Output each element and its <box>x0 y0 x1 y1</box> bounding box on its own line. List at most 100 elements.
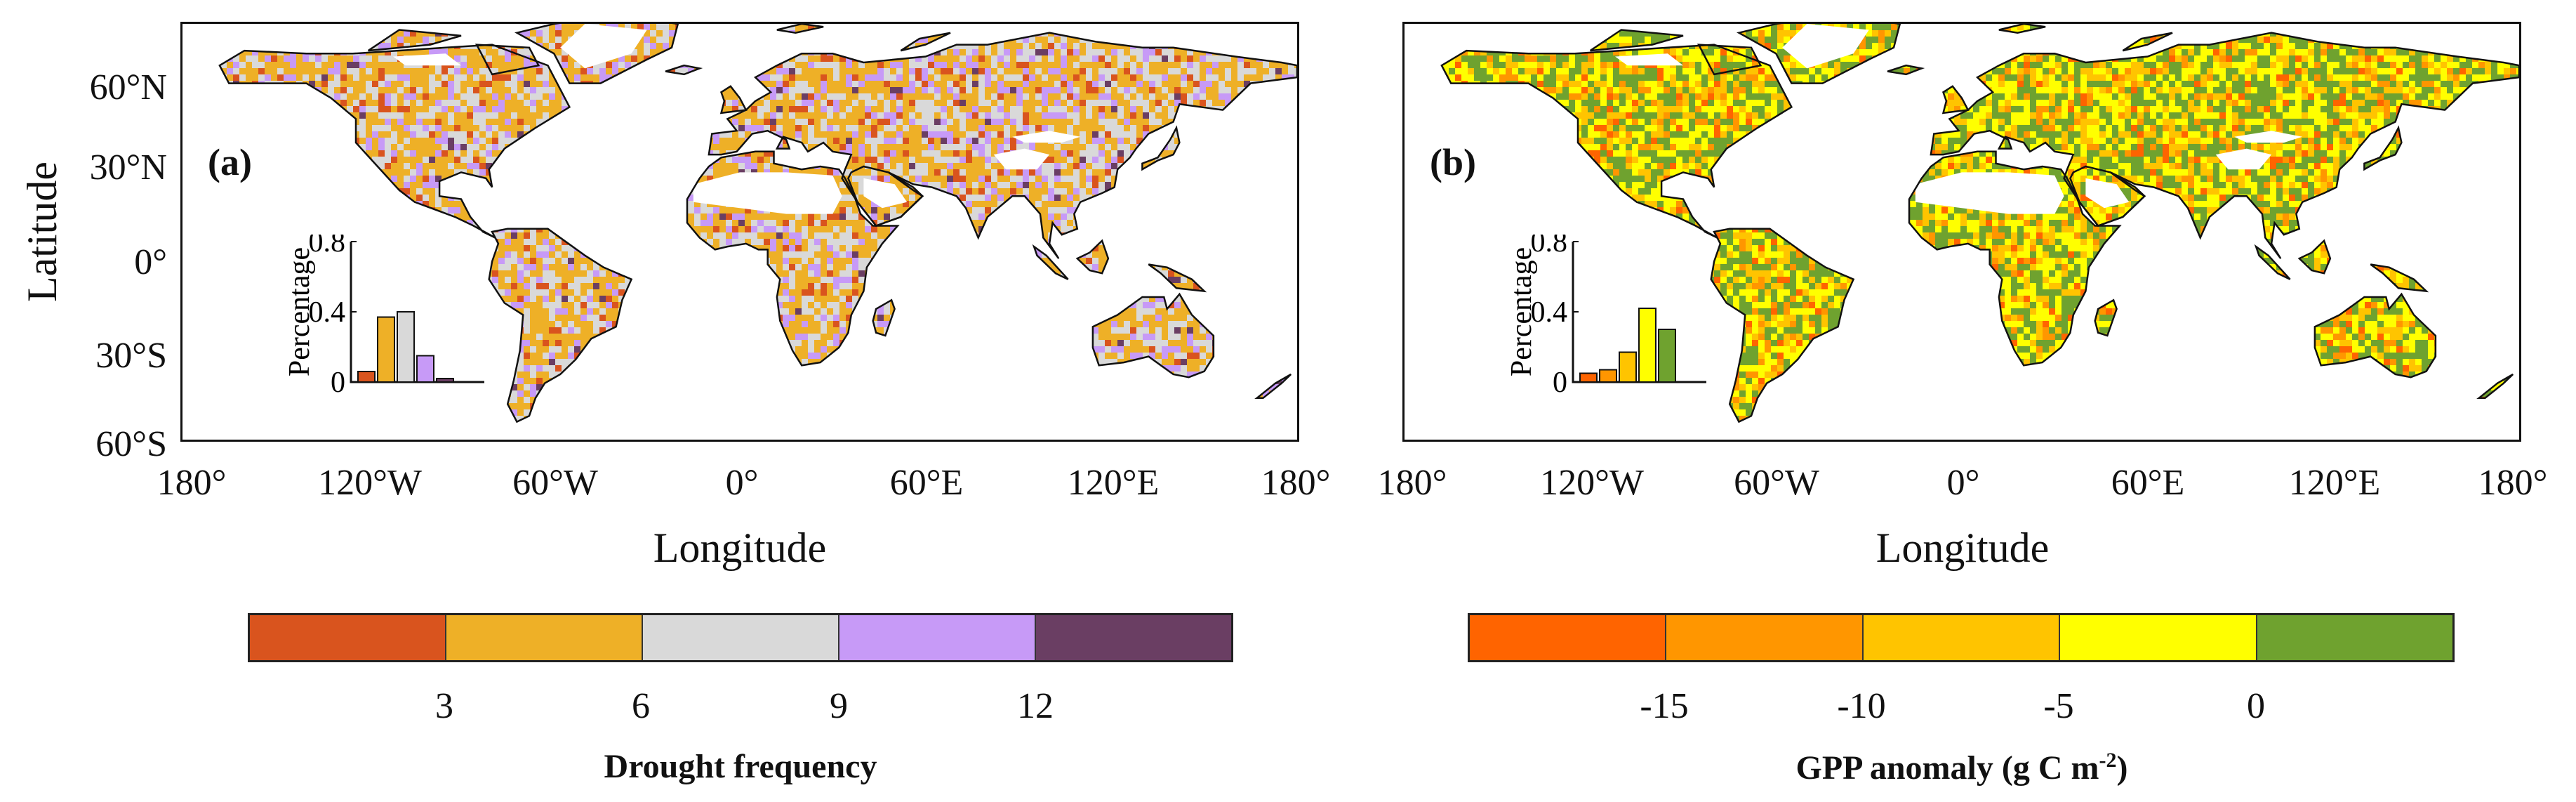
x-axis-title-a: Longitude <box>653 527 827 569</box>
coastline-europe-asia <box>1930 32 2519 259</box>
colorbar-a-seg-1 <box>446 615 643 660</box>
x-tick-b-4: 60°E <box>2111 465 2185 501</box>
y-tick-0: 0° <box>13 244 167 281</box>
coastline-arctic-islands <box>1590 29 1684 52</box>
x-tick-b-5: 120°E <box>2289 465 2381 501</box>
coastline-australia <box>2313 292 2437 379</box>
b-inset-tick-label-0: 0 <box>1553 367 1567 399</box>
x-axis-title-b: Longitude <box>1876 527 2050 569</box>
y-axis-title: Latitude <box>19 133 65 330</box>
colorbar-a-seg-0 <box>250 615 446 660</box>
coastline-svalbard <box>1998 24 2046 34</box>
panel-label-b: (b) <box>1430 143 1476 181</box>
no-data-region-tibet <box>2215 148 2272 170</box>
coastline-south-america <box>1710 228 1855 423</box>
coastline-greenland <box>1737 24 1901 84</box>
coastline-svalbard <box>776 24 824 34</box>
coastline-new-zealand <box>2476 373 2514 400</box>
a-inset-tick-label-0: 0 <box>331 367 345 399</box>
x-tick-b-3: 0° <box>1947 465 1980 501</box>
colorbar-b-title: GPP anomaly (g C m-2) <box>1796 750 2128 785</box>
no-data-region-gobi <box>2234 131 2303 143</box>
coastline-borneo <box>2297 239 2332 275</box>
coastline-uk <box>1941 85 1970 114</box>
colorbar-a-seg-3 <box>839 615 1036 660</box>
colorbar-a-title: Drought frequency <box>604 750 877 784</box>
a-inset-y-title: Percentage <box>288 247 316 376</box>
coastline-north-america <box>218 44 571 239</box>
coastline-madagascar <box>872 298 896 337</box>
a-inset-tick-label-1: 0.4 <box>309 296 346 329</box>
no-data-region-sahara <box>693 172 842 214</box>
b-inset-bar-0 <box>1579 372 1598 383</box>
coastline-iceland <box>1887 64 1925 76</box>
colorbar-a <box>248 613 1233 662</box>
colorbar-b-title-main: GPP anomaly (g C m <box>1796 749 2099 787</box>
coastline-new-guinea <box>1148 263 1207 293</box>
colorbar-b-seg-0 <box>1470 615 1667 660</box>
colorbar-a-seg-4 <box>1036 615 1231 660</box>
coastline-africa <box>686 150 900 367</box>
y-tick-60s: 60°S <box>13 426 167 463</box>
a-inset-bar-1 <box>377 316 395 383</box>
coastline-new-zealand <box>1254 373 1292 400</box>
x-tick-a-2: 60°W <box>512 465 598 501</box>
x-tick-b-1: 120°W <box>1540 465 1644 501</box>
coastline-arabia <box>2069 165 2146 227</box>
coastline-japan <box>1141 125 1181 171</box>
coastline-japan <box>2363 125 2403 171</box>
coastline-baffin <box>1697 44 1762 76</box>
no-data-region-sahara <box>1915 172 2064 214</box>
world-map-b <box>1440 24 2519 423</box>
b-inset-y-title: Percentage <box>1510 247 1538 376</box>
a-inset-bar-0 <box>357 371 376 383</box>
y-tick-60n: 60°N <box>13 70 167 106</box>
coastline-new-guinea <box>2370 263 2429 293</box>
coastline-south-america <box>488 228 633 423</box>
colorbar-b-seg-3 <box>2060 615 2257 660</box>
b-inset-bar-1 <box>1599 369 1617 383</box>
x-tick-b-0: 180° <box>1378 465 1447 501</box>
no-data-region-gobi <box>1012 131 1081 143</box>
x-tick-a-5: 120°E <box>1068 465 1160 501</box>
colorbar-b-tick-m10: -10 <box>1837 688 1885 725</box>
x-tick-b-6: 180° <box>2478 465 2548 501</box>
no-data-region-greenland-in <box>1782 24 1869 69</box>
colorbar-b-title-end: ) <box>2117 749 2128 787</box>
coastline-north-america <box>1440 44 1793 239</box>
coastline-sumatra <box>1032 244 1069 280</box>
colorbar-b-tick-m15: -15 <box>1640 688 1688 725</box>
coastline-arabia <box>847 165 924 227</box>
map-panel-b: (b) 0 0.4 0.8 Percentage <box>1402 22 2521 442</box>
colorbar-a-tick-9: 9 <box>830 688 848 725</box>
coastline-uk <box>719 85 748 114</box>
y-tick-30s: 30°S <box>13 338 167 374</box>
b-inset-bar-3 <box>1638 308 1657 383</box>
b-inset-bar-4 <box>1658 329 1676 383</box>
x-tick-a-3: 0° <box>726 465 759 501</box>
colorbar-a-tick-12: 12 <box>1017 688 1054 725</box>
colorbar-a-tick-6: 6 <box>632 688 650 725</box>
coastline-australia <box>1091 292 1215 379</box>
colorbar-b <box>1468 613 2455 662</box>
colorbar-b-tick-m5: -5 <box>2043 688 2073 725</box>
no-data-region-arabia-desert <box>863 178 908 209</box>
coastline-borneo <box>1075 239 1110 275</box>
world-map-a <box>218 24 1297 423</box>
x-tick-a-1: 120°W <box>318 465 422 501</box>
colorbar-b-seg-4 <box>2257 615 2453 660</box>
coastline-sumatra <box>2254 244 2291 280</box>
a-inset-bar-4 <box>436 378 454 383</box>
b-inset-bar-2 <box>1619 351 1637 383</box>
colorbar-b-seg-1 <box>1666 615 1864 660</box>
coastline-novaya <box>2122 32 2173 52</box>
colorbar-b-seg-2 <box>1863 615 2061 660</box>
x-tick-a-6: 180° <box>1261 465 1331 501</box>
no-data-region-tibet <box>993 148 1050 170</box>
b-inset-tick-label-2: 0.8 <box>1531 235 1568 258</box>
a-inset-bar-2 <box>397 311 415 383</box>
no-data-region-arabia-desert <box>2085 178 2130 209</box>
x-tick-a-4: 60°E <box>890 465 964 501</box>
